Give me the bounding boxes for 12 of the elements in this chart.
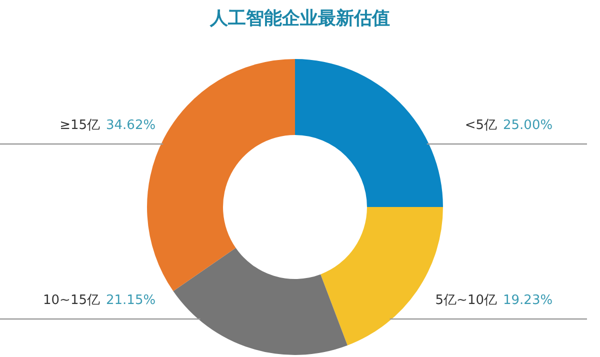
donut-slice bbox=[295, 59, 443, 207]
slice-label: <5亿 bbox=[464, 118, 497, 133]
donut-slice bbox=[173, 248, 348, 355]
data-label: 34.62% bbox=[106, 118, 156, 133]
slice-label: 5亿~10亿 bbox=[435, 293, 497, 308]
slice-label: 10~15亿 bbox=[43, 293, 100, 308]
donut-slice bbox=[320, 207, 443, 346]
data-label: 19.23% bbox=[503, 293, 553, 308]
data-label: 25.00% bbox=[503, 118, 553, 133]
chart-title: 人工智能企业最新估值 bbox=[209, 8, 390, 29]
slice-label: ≥15亿 bbox=[60, 118, 100, 133]
data-label: 21.15% bbox=[106, 293, 156, 308]
